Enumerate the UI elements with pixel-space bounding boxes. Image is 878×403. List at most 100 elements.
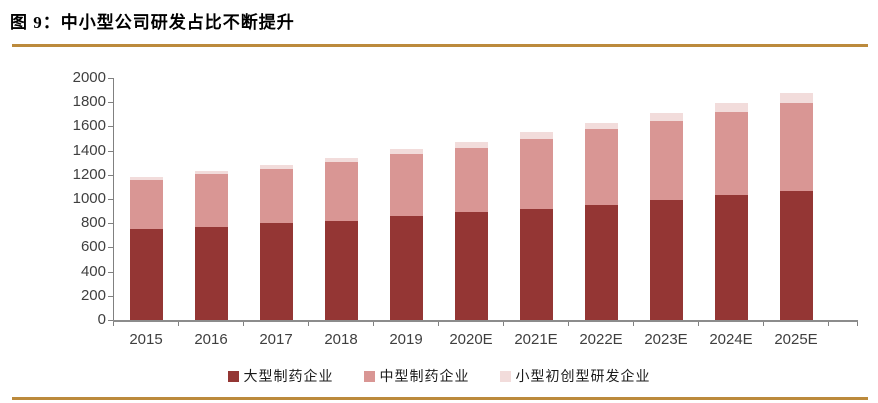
bar-segment-series-2	[650, 113, 683, 121]
bar-segment-series-2	[325, 157, 358, 163]
stacked-bar-2025E	[780, 92, 813, 320]
x-axis-tick-mark	[568, 322, 569, 326]
x-axis-line	[113, 320, 858, 322]
bar-segment-series-2	[260, 165, 293, 169]
bar-segment-series-2	[455, 142, 488, 148]
y-axis-tick-mark	[108, 102, 113, 104]
y-axis-tick-mark	[108, 174, 113, 176]
y-axis-tick-mark	[108, 78, 113, 79]
y-axis-tick-mark	[108, 271, 113, 273]
y-axis-tick-label: 1000	[72, 190, 106, 207]
bar-segment-series-2	[195, 171, 228, 175]
legend-swatch-icon	[227, 370, 239, 382]
y-axis-tick-label: 800	[80, 214, 106, 232]
legend-label: 大型制药企业	[243, 370, 334, 385]
stacked-bar-2018	[325, 157, 358, 320]
bar-segment-series-1	[715, 111, 748, 196]
bar-segment-series-2	[780, 92, 813, 103]
y-axis-tick-label: 400	[80, 262, 106, 280]
x-axis-tick-mark	[633, 322, 634, 326]
y-axis-tick-label: 1200	[72, 165, 106, 183]
y-axis-tick-mark	[108, 247, 113, 249]
x-axis-tick-mark	[373, 322, 374, 326]
stacked-bar-2015	[130, 177, 163, 320]
bar-segment-series-1	[195, 174, 228, 227]
y-axis-tick-label: 1400	[72, 141, 106, 159]
x-axis-tick-mark	[763, 322, 764, 326]
bar-segment-series-1	[585, 129, 618, 206]
x-axis-category-label: 2020E	[449, 331, 493, 348]
y-axis-tick-mark	[108, 320, 113, 321]
bar-segment-series-1	[130, 179, 163, 230]
chart-legend: 大型制药企业 中型制药企业 小型初创型研发企业	[0, 366, 878, 386]
x-axis-category-label: 2017	[259, 331, 293, 348]
stacked-bar-2020E	[455, 142, 488, 320]
y-axis-tick-mark	[108, 199, 113, 200]
bar-segment-series-1	[455, 147, 488, 213]
x-axis-tick-mark	[308, 322, 309, 326]
x-axis-tick-mark	[698, 322, 699, 326]
stacked-bar-2016	[195, 171, 228, 320]
bar-segment-series-0	[390, 215, 423, 320]
chart-plot-area	[113, 78, 858, 320]
x-axis-tick-mark	[178, 322, 179, 326]
legend-swatch-icon	[363, 370, 375, 382]
bar-segment-series-2	[520, 132, 553, 139]
bar-segment-series-0	[455, 212, 488, 320]
stacked-bar-2017	[260, 165, 293, 320]
x-axis-category-label: 2025E	[774, 331, 818, 348]
legend-swatch-icon	[499, 370, 511, 382]
bar-segment-series-2	[390, 149, 423, 155]
stacked-bar-2022E	[585, 122, 618, 320]
legend-item-series-2: 小型初创型研发企业	[499, 366, 651, 386]
stacked-bar-2023E	[650, 113, 683, 320]
bar-segment-series-1	[650, 120, 683, 201]
bar-segment-series-0	[650, 200, 683, 320]
legend-item-series-1: 中型制药企业	[363, 366, 470, 386]
x-axis-category-label: 2021E	[514, 331, 558, 348]
bar-segment-series-0	[585, 205, 618, 320]
y-axis-tick-mark	[108, 150, 113, 152]
bar-segment-series-2	[715, 103, 748, 112]
legend-label: 小型初创型研发企业	[515, 370, 651, 385]
legend-item-series-0: 大型制药企业	[227, 366, 334, 386]
title-underline-rule	[12, 44, 868, 47]
figure-bottom-rule	[12, 397, 868, 400]
x-axis-category-label: 2023E	[644, 331, 688, 348]
y-axis-tick-label: 1800	[72, 93, 106, 111]
bar-segment-series-0	[780, 190, 813, 320]
bar-segment-series-2	[130, 177, 163, 180]
bar-segment-series-0	[195, 226, 228, 320]
bar-segment-series-2	[585, 122, 618, 130]
x-axis-category-label: 2016	[194, 331, 228, 348]
bar-segment-series-1	[780, 102, 813, 191]
stacked-bar-2019	[390, 149, 423, 320]
y-axis-tick-label: 200	[80, 286, 106, 304]
bar-segment-series-0	[260, 223, 293, 320]
x-axis-category-label: 2019	[389, 331, 423, 348]
bar-segment-series-1	[325, 162, 358, 221]
legend-label: 中型制药企业	[379, 370, 470, 385]
x-axis-category-label: 2022E	[579, 331, 623, 348]
bar-segment-series-0	[130, 229, 163, 320]
x-axis-tick-mark	[857, 322, 858, 326]
y-axis-tick-mark	[108, 223, 113, 225]
y-axis-tick-label: 1600	[72, 117, 106, 135]
bar-segment-series-1	[390, 154, 423, 216]
stacked-bar-2021E	[520, 132, 553, 320]
x-axis-category-label: 2018	[324, 331, 358, 348]
x-axis-category-label: 2024E	[709, 331, 753, 348]
x-axis-tick-mark	[438, 322, 439, 326]
x-axis-category-label: 2015	[129, 331, 163, 348]
y-axis-tick-mark	[108, 295, 113, 297]
x-axis-tick-mark	[503, 322, 504, 326]
x-axis-tick-mark	[113, 322, 114, 326]
bar-segment-series-1	[520, 138, 553, 209]
bar-segment-series-0	[520, 208, 553, 320]
y-axis-tick-label: 2000	[72, 69, 106, 86]
bar-segment-series-0	[325, 220, 358, 320]
y-axis-tick-label: 600	[80, 238, 106, 256]
y-axis-tick-label: 0	[97, 311, 106, 328]
x-axis-tick-mark	[243, 322, 244, 326]
